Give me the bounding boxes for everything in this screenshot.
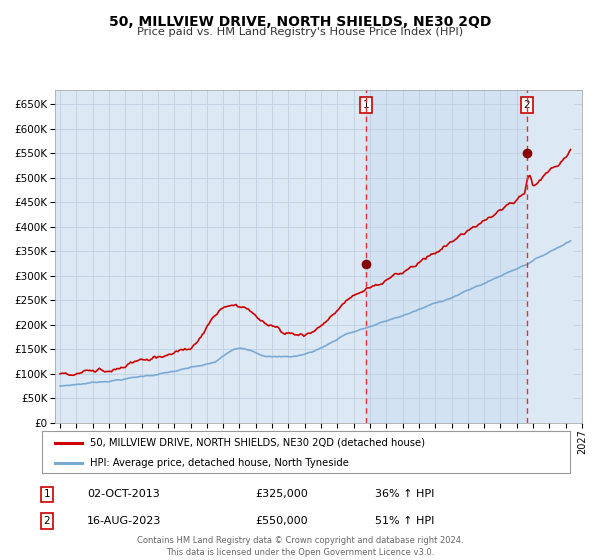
Text: 1: 1 bbox=[362, 100, 369, 110]
Text: 1: 1 bbox=[43, 489, 50, 500]
Text: 16-AUG-2023: 16-AUG-2023 bbox=[87, 516, 161, 526]
Text: 50, MILLVIEW DRIVE, NORTH SHIELDS, NE30 2QD: 50, MILLVIEW DRIVE, NORTH SHIELDS, NE30 … bbox=[109, 15, 491, 29]
Bar bbox=[366, 90, 527, 423]
Text: £550,000: £550,000 bbox=[255, 516, 308, 526]
Text: 51% ↑ HPI: 51% ↑ HPI bbox=[375, 516, 434, 526]
Text: Contains HM Land Registry data © Crown copyright and database right 2024.
This d: Contains HM Land Registry data © Crown c… bbox=[137, 536, 463, 557]
Text: £325,000: £325,000 bbox=[255, 489, 308, 500]
Text: 02-OCT-2013: 02-OCT-2013 bbox=[87, 489, 160, 500]
Text: 36% ↑ HPI: 36% ↑ HPI bbox=[375, 489, 434, 500]
Text: 2: 2 bbox=[43, 516, 50, 526]
Text: 50, MILLVIEW DRIVE, NORTH SHIELDS, NE30 2QD (detached house): 50, MILLVIEW DRIVE, NORTH SHIELDS, NE30 … bbox=[89, 437, 425, 447]
Bar bbox=[527, 90, 574, 423]
Text: 2: 2 bbox=[524, 100, 530, 110]
Text: Price paid vs. HM Land Registry's House Price Index (HPI): Price paid vs. HM Land Registry's House … bbox=[137, 27, 463, 37]
Text: HPI: Average price, detached house, North Tyneside: HPI: Average price, detached house, Nort… bbox=[89, 458, 349, 468]
